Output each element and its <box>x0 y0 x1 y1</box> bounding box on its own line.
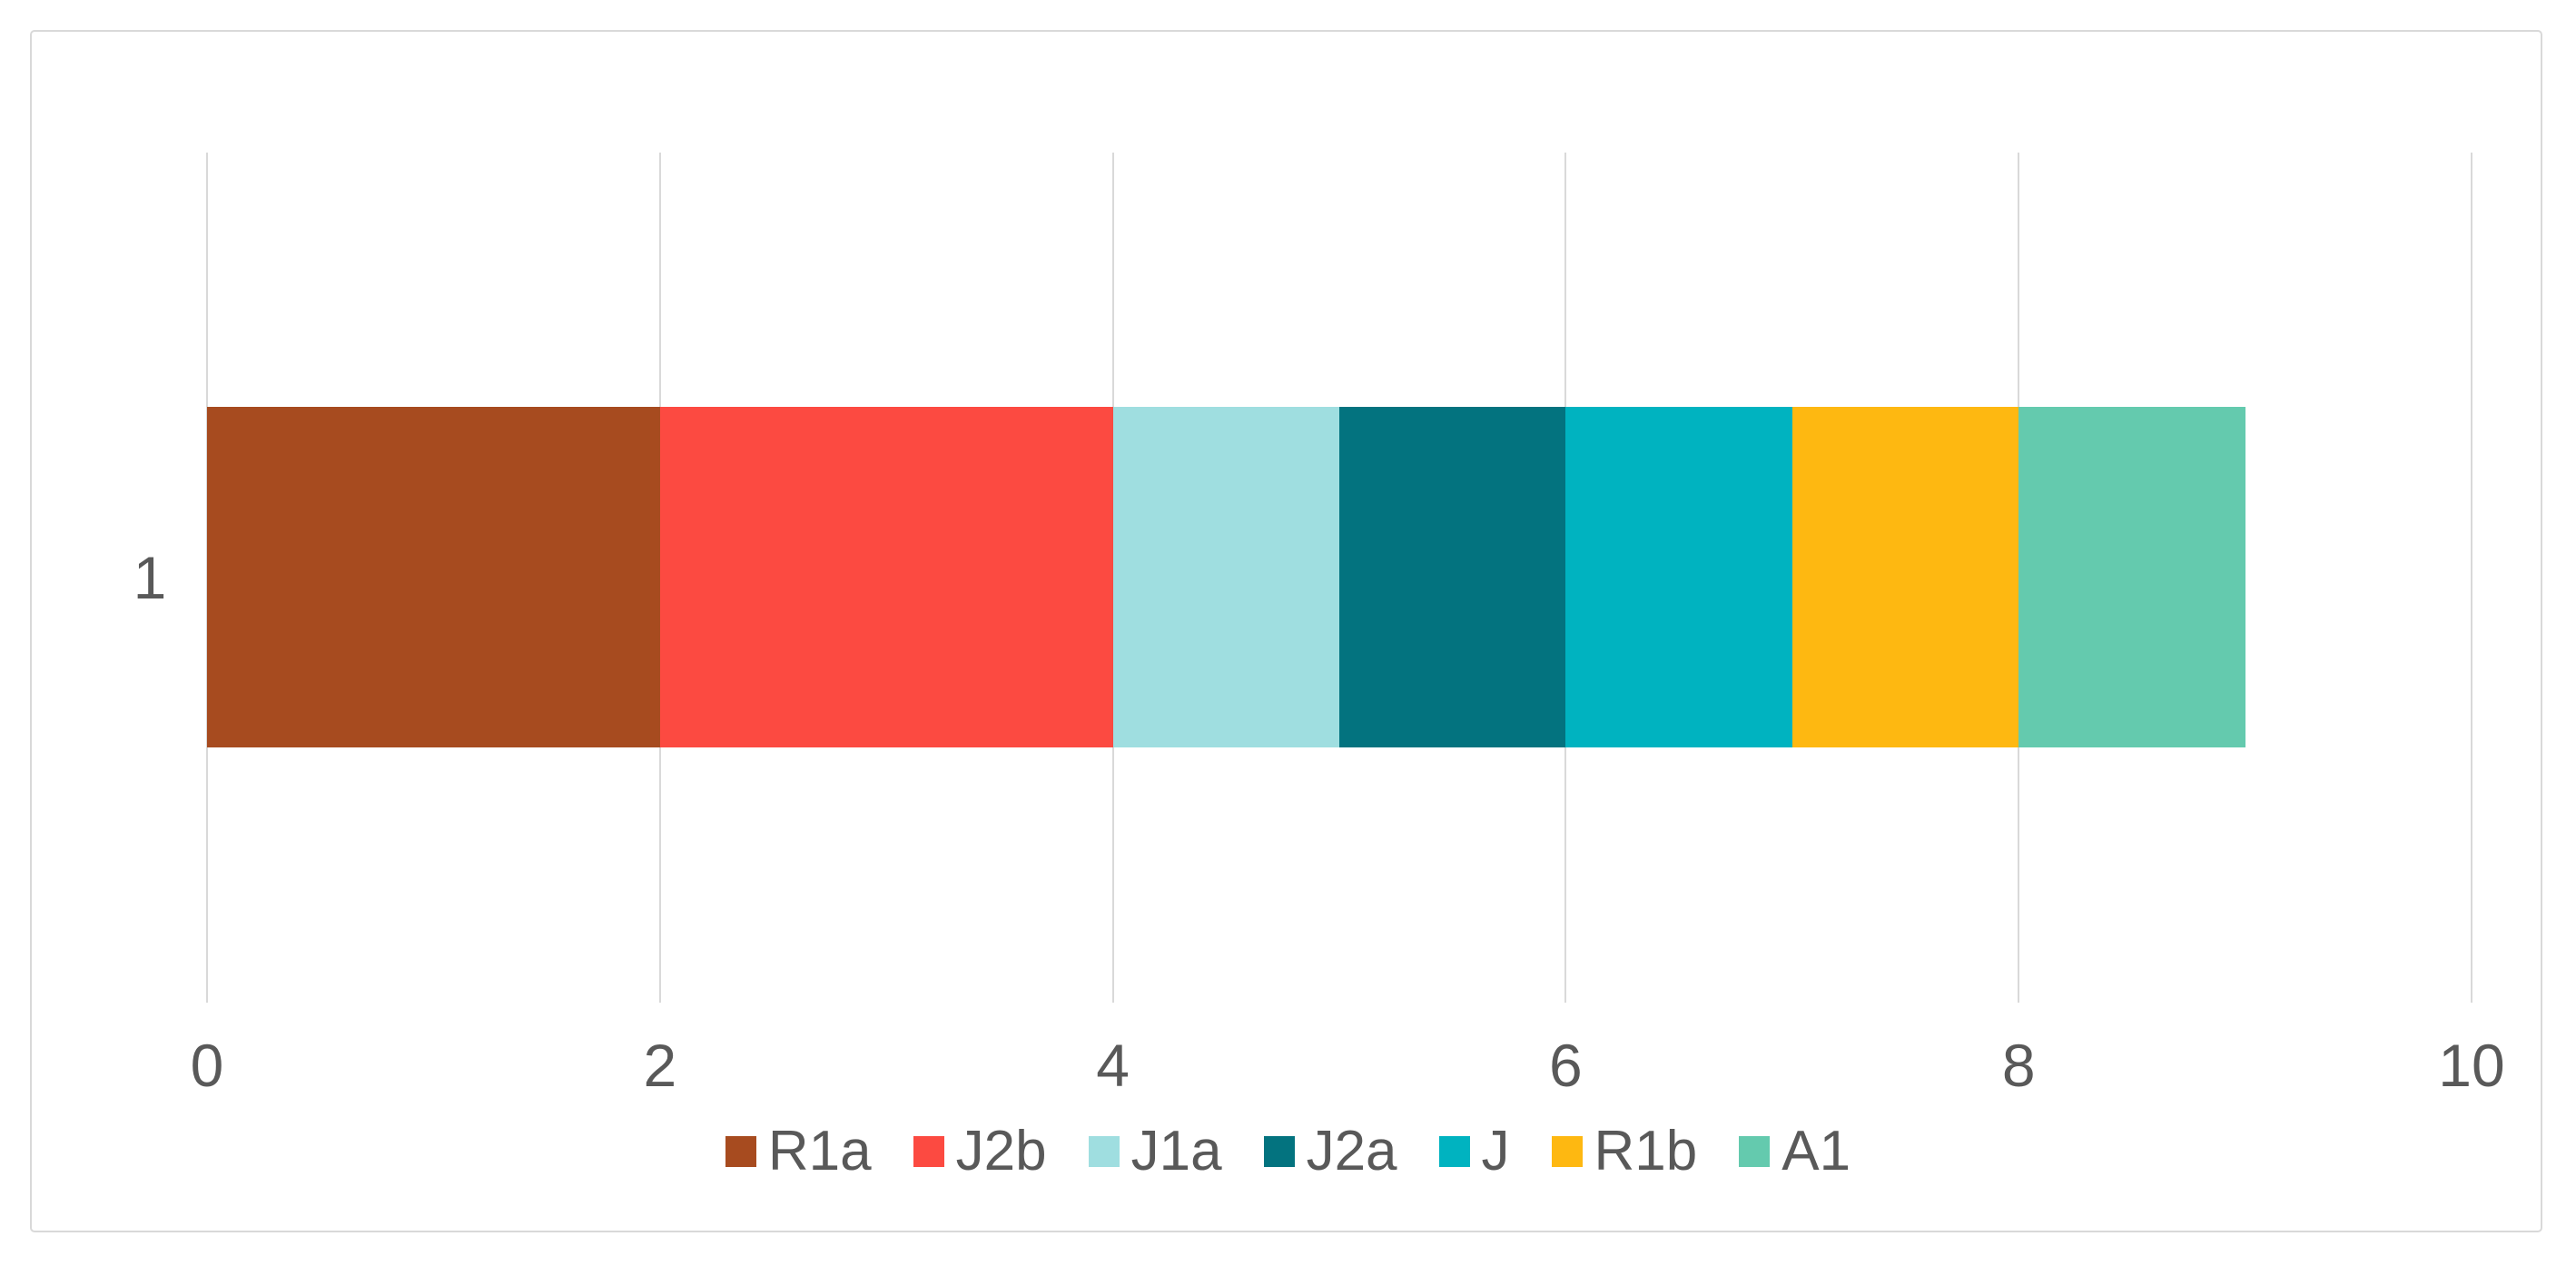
x-tick-label-0: 0 <box>190 1032 224 1099</box>
bar-segment-J2a <box>1338 407 1566 747</box>
bar-segment-R1a <box>207 407 660 747</box>
legend-item-J2b: J2b <box>913 1123 1047 1180</box>
bar-segment-J <box>1565 407 1792 747</box>
bar-segment-J1a <box>1112 407 1339 747</box>
legend-label-A1: A1 <box>1781 1120 1851 1182</box>
legend-swatch-J1a <box>1088 1136 1120 1167</box>
legend: R1a J2b J1a J2a J R1b A1 <box>0 1123 2576 1180</box>
legend-label-J2a: J2a <box>1306 1120 1397 1182</box>
x-tick-label-6: 6 <box>1549 1032 1583 1099</box>
plot-area <box>206 153 2472 1003</box>
x-tick-label-2: 2 <box>643 1032 677 1099</box>
x-tick-label-10: 10 <box>2438 1032 2505 1099</box>
stacked-bar <box>207 407 2472 747</box>
legend-item-A1: A1 <box>1739 1123 1851 1180</box>
legend-item-J1a: J1a <box>1088 1120 1222 1182</box>
y-axis-category-label: 1 <box>133 544 167 611</box>
gridline-x-10 <box>2471 153 2472 1003</box>
x-tick-label-4: 4 <box>1096 1032 1130 1099</box>
legend-item-R1a: R1a <box>725 1123 872 1180</box>
legend-swatch-A1 <box>1739 1136 1771 1167</box>
legend-label-J2b: J2b <box>955 1120 1047 1182</box>
legend-label-J1a: J1a <box>1130 1120 1222 1182</box>
legend-swatch-J2a <box>1263 1136 1295 1167</box>
bar-segment-J2b <box>659 407 1113 747</box>
bar-segment-A1 <box>2018 407 2245 747</box>
legend-label-R1b: R1b <box>1594 1120 1698 1182</box>
legend-swatch-J2b <box>913 1136 944 1167</box>
legend-label-R1a: R1a <box>767 1120 872 1182</box>
bar-segment-R1b <box>1791 407 2019 747</box>
x-tick-label-8: 8 <box>2001 1032 2036 1099</box>
legend-swatch-J <box>1438 1136 1470 1167</box>
legend-swatch-R1b <box>1551 1136 1583 1167</box>
legend-item-R1b: R1b <box>1551 1120 1698 1182</box>
legend-label-J: J <box>1481 1120 1510 1182</box>
legend-swatch-R1a <box>725 1136 756 1167</box>
legend-item-J: J <box>1438 1120 1510 1182</box>
legend-item-J2a: J2a <box>1263 1120 1397 1182</box>
